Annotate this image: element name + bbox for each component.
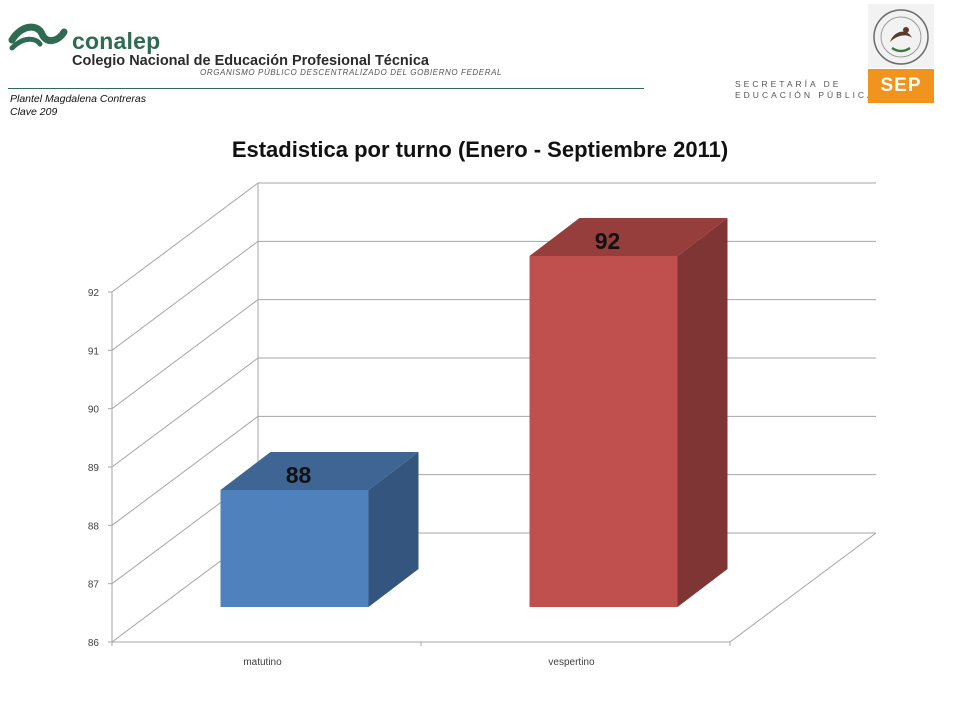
bar-vespertino — [529, 256, 678, 607]
brand-name: conalep — [72, 28, 161, 54]
data-label-matutino: 88 — [286, 462, 312, 488]
bar-top-vespertino — [529, 218, 728, 256]
data-label-vespertino: 92 — [595, 228, 621, 254]
gridline-side-6 — [111, 182, 259, 293]
gridline-side-4 — [111, 299, 259, 410]
sep-name-line2: EDUCACIÓN PÚBLICA — [735, 90, 876, 100]
chart-title: Estadistica por turno (Enero - Septiembr… — [231, 137, 729, 162]
header-divider — [8, 88, 644, 89]
gridline-side-5 — [111, 240, 259, 351]
sep-name: SECRETARÍA DE EDUCACIÓN PÚBLICA — [735, 79, 876, 101]
institution-name: Colegio Nacional de Educación Profesiona… — [72, 53, 429, 69]
y-tick-label-1: 87 — [88, 580, 100, 591]
conalep-logo-icon — [8, 23, 68, 51]
x-tick-label-matutino: matutino — [243, 657, 282, 668]
sep-logo: SEP — [868, 69, 934, 103]
y-tick-label-2: 88 — [88, 521, 100, 532]
y-tick-label-0: 86 — [88, 638, 100, 649]
y-tick-label-6: 92 — [88, 288, 100, 299]
y-tick-label-3: 89 — [88, 463, 100, 474]
bar-side-matutino — [368, 452, 419, 607]
sep-name-line1: SECRETARÍA DE — [735, 79, 842, 89]
y-tick-label-4: 90 — [88, 405, 100, 416]
y-tick-label-5: 91 — [88, 346, 100, 357]
gridline-side-2 — [111, 415, 259, 526]
x-tick-label-vespertino: vespertino — [548, 657, 595, 668]
bar-top-matutino — [220, 452, 419, 490]
national-seal-icon — [868, 4, 934, 68]
plantel-name: Plantel Magdalena Contreras — [10, 93, 146, 105]
plantel-clave: Clave 209 — [10, 106, 58, 118]
bar-side-vespertino — [677, 218, 728, 607]
gridline-side-3 — [111, 357, 259, 468]
floor-right-edge — [729, 532, 877, 643]
bar-matutino — [220, 490, 369, 607]
plantel-info: Plantel Magdalena Contreras Clave 209 — [10, 93, 146, 119]
institution-subtitle: ORGANISMO PÚBLICO DESCENTRALIZADO DEL GO… — [200, 68, 503, 77]
